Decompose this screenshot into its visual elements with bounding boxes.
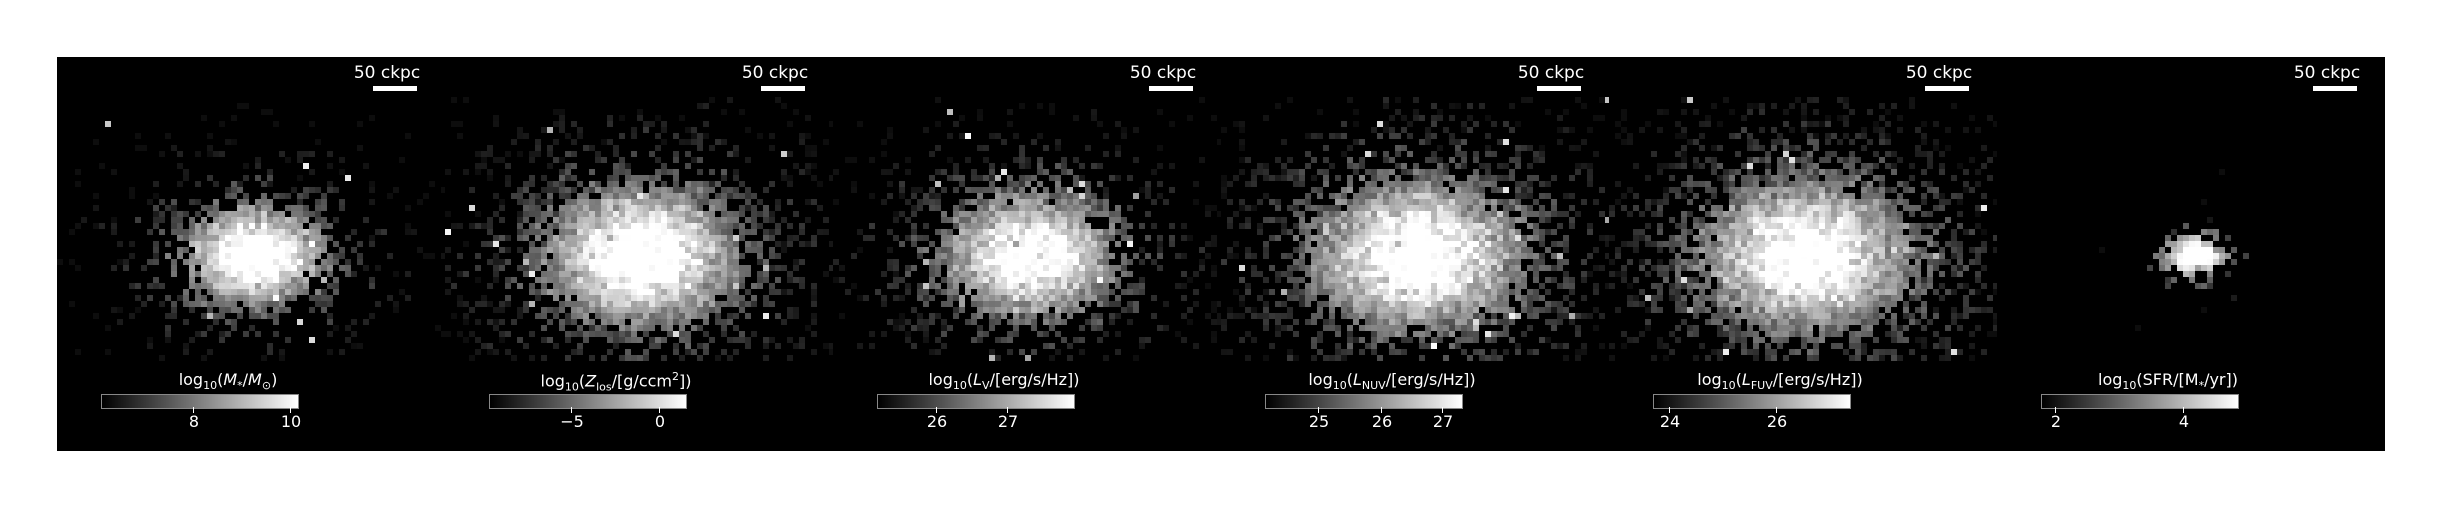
colorbar-tick-label: 27 bbox=[1432, 412, 1454, 431]
colorbar bbox=[1265, 394, 1463, 409]
colorbar-tick bbox=[1007, 407, 1008, 413]
scale-bar-label: 50 ckpc bbox=[1905, 63, 1973, 83]
colorbar bbox=[1653, 394, 1851, 409]
scale-bar bbox=[1537, 86, 1581, 91]
colorbar-tick-label: 26 bbox=[1371, 412, 1393, 431]
colorbar-tick-label: 26 bbox=[1766, 412, 1788, 431]
colorbar-tick bbox=[290, 407, 291, 413]
panel-stellar-mass: 50 ckpc log10(M*/M⊙) 8 10 bbox=[57, 57, 445, 451]
scale-bar bbox=[1925, 86, 1969, 91]
scale-bar bbox=[1149, 86, 1193, 91]
colorbar bbox=[489, 394, 687, 409]
colorbar-tick bbox=[2183, 407, 2184, 413]
colorbar-label: log10(M*/M⊙) bbox=[178, 370, 278, 393]
colorbar-tick-label: 2 bbox=[2050, 412, 2062, 431]
colorbar-tick-label: 4 bbox=[2178, 412, 2190, 431]
colorbar-tick-label: 25 bbox=[1308, 412, 1330, 431]
colorbar bbox=[877, 394, 1075, 409]
colorbar-tick bbox=[2055, 407, 2056, 413]
scale-bar-label: 50 ckpc bbox=[741, 63, 809, 83]
scale-bar-label: 50 ckpc bbox=[2293, 63, 2361, 83]
pixel-map bbox=[1609, 97, 1997, 361]
pixel-map bbox=[2099, 169, 2249, 331]
colorbar bbox=[101, 394, 299, 409]
panel-fuv-luminosity: 50 ckpc log10(LFUV/[erg/s/Hz]) 24 26 bbox=[1609, 57, 1997, 451]
scale-bar-label: 50 ckpc bbox=[1517, 63, 1585, 83]
colorbar-tick-label: 26 bbox=[926, 412, 948, 431]
colorbar-label: log10(Zlos/[g/ccm2]) bbox=[540, 370, 692, 394]
colorbar-tick bbox=[1381, 407, 1382, 413]
panel-v-luminosity: 50 ckpc log10(LV/[erg/s/Hz]) 26 27 bbox=[833, 57, 1221, 451]
pixel-map bbox=[57, 103, 445, 361]
colorbar-tick bbox=[193, 407, 194, 413]
colorbar bbox=[2041, 394, 2239, 409]
colorbar-tick-label: 0 bbox=[654, 412, 666, 431]
colorbar-label: log10(LNUV/[erg/s/Hz]) bbox=[1308, 370, 1476, 393]
scale-bar bbox=[2313, 86, 2357, 91]
colorbar-label: log10(LV/[erg/s/Hz]) bbox=[928, 370, 1080, 393]
colorbar-tick-label: 24 bbox=[1659, 412, 1681, 431]
pixel-map bbox=[833, 97, 1221, 361]
panel-sfr: 50 ckpc log10(SFR/[M*/yr]) 2 4 bbox=[1997, 57, 2385, 451]
colorbar-label: log10(LFUV/[erg/s/Hz]) bbox=[1697, 370, 1863, 393]
colorbar-tick bbox=[936, 407, 937, 413]
colorbar-tick bbox=[1669, 407, 1670, 413]
colorbar-tick bbox=[1442, 407, 1443, 413]
panel-metallicity: 50 ckpc log10(Zlos/[g/ccm2]) −5 0 bbox=[445, 57, 833, 451]
scale-bar bbox=[373, 86, 417, 91]
panel-nuv-luminosity: 50 ckpc log10(LNUV/[erg/s/Hz]) 25 26 27 bbox=[1221, 57, 1609, 451]
colorbar-tick-label: −5 bbox=[560, 412, 584, 431]
colorbar-label: log10(SFR/[M*/yr]) bbox=[2098, 370, 2238, 393]
colorbar-tick bbox=[1318, 407, 1319, 413]
colorbar-tick bbox=[1776, 407, 1777, 413]
colorbar-tick-label: 10 bbox=[280, 412, 302, 431]
colorbar-tick bbox=[659, 407, 660, 413]
colorbar-tick bbox=[571, 407, 572, 413]
scale-bar bbox=[761, 86, 805, 91]
colorbar-tick-label: 27 bbox=[997, 412, 1019, 431]
scale-bar-label: 50 ckpc bbox=[353, 63, 421, 83]
colorbar-tick-label: 8 bbox=[188, 412, 200, 431]
scale-bar-label: 50 ckpc bbox=[1129, 63, 1197, 83]
pixel-map bbox=[445, 97, 833, 361]
pixel-map bbox=[1221, 97, 1609, 361]
